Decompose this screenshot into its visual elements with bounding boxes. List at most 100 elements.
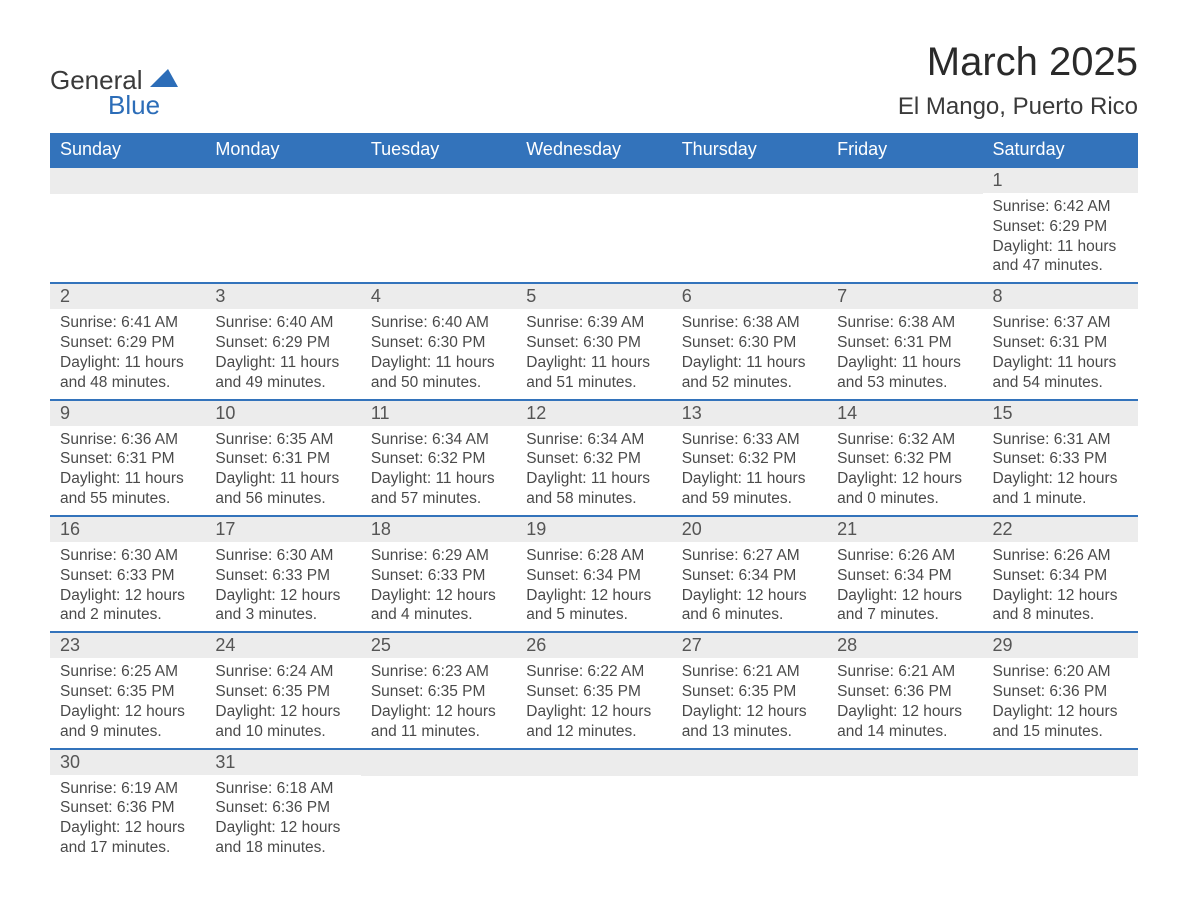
title-block: March 2025 El Mango, Puerto Rico [898, 40, 1138, 121]
sunrise: Sunrise: 6:37 AM [993, 313, 1128, 333]
daylight: Daylight: 11 hours and 55 minutes. [60, 469, 195, 509]
sunrise: Sunrise: 6:29 AM [371, 546, 506, 566]
dayname: Tuesday [361, 133, 516, 168]
day-body [827, 194, 982, 204]
sunset: Sunset: 6:36 PM [60, 798, 195, 818]
day-body: Sunrise: 6:34 AMSunset: 6:32 PMDaylight:… [516, 426, 671, 515]
sunrise: Sunrise: 6:34 AM [526, 430, 661, 450]
day-body [516, 776, 671, 786]
day-number: 4 [361, 284, 516, 309]
day-number: 12 [516, 401, 671, 426]
day-body: Sunrise: 6:21 AMSunset: 6:36 PMDaylight:… [827, 658, 982, 747]
sunrise: Sunrise: 6:34 AM [371, 430, 506, 450]
day-body: Sunrise: 6:30 AMSunset: 6:33 PMDaylight:… [205, 542, 360, 631]
sunrise: Sunrise: 6:30 AM [60, 546, 195, 566]
daylight: Daylight: 12 hours and 15 minutes. [993, 702, 1128, 742]
day-body: Sunrise: 6:33 AMSunset: 6:32 PMDaylight:… [672, 426, 827, 515]
day-body: Sunrise: 6:40 AMSunset: 6:30 PMDaylight:… [361, 309, 516, 398]
calendar-cell: 12Sunrise: 6:34 AMSunset: 6:32 PMDayligh… [516, 400, 671, 516]
daylight: Daylight: 12 hours and 5 minutes. [526, 586, 661, 626]
calendar-cell: 27Sunrise: 6:21 AMSunset: 6:35 PMDayligh… [672, 632, 827, 748]
sunrise: Sunrise: 6:18 AM [215, 779, 350, 799]
day-body [983, 776, 1138, 786]
calendar-cell: 3Sunrise: 6:40 AMSunset: 6:29 PMDaylight… [205, 283, 360, 399]
daylight: Daylight: 12 hours and 0 minutes. [837, 469, 972, 509]
sunset: Sunset: 6:31 PM [837, 333, 972, 353]
sunset: Sunset: 6:33 PM [60, 566, 195, 586]
sunrise: Sunrise: 6:33 AM [682, 430, 817, 450]
day-number: 24 [205, 633, 360, 658]
calendar-cell: 30Sunrise: 6:19 AMSunset: 6:36 PMDayligh… [50, 749, 205, 864]
sunrise: Sunrise: 6:35 AM [215, 430, 350, 450]
sunset: Sunset: 6:31 PM [60, 449, 195, 469]
sunset: Sunset: 6:29 PM [993, 217, 1128, 237]
day-number: 19 [516, 517, 671, 542]
sunset: Sunset: 6:34 PM [682, 566, 817, 586]
day-number: 13 [672, 401, 827, 426]
day-body [205, 194, 360, 204]
day-body: Sunrise: 6:27 AMSunset: 6:34 PMDaylight:… [672, 542, 827, 631]
sunrise: Sunrise: 6:42 AM [993, 197, 1128, 217]
day-number: 23 [50, 633, 205, 658]
day-number: 7 [827, 284, 982, 309]
sunset: Sunset: 6:36 PM [215, 798, 350, 818]
day-number: 20 [672, 517, 827, 542]
day-number [516, 168, 671, 194]
calendar-cell: 15Sunrise: 6:31 AMSunset: 6:33 PMDayligh… [983, 400, 1138, 516]
calendar-cell: 20Sunrise: 6:27 AMSunset: 6:34 PMDayligh… [672, 516, 827, 632]
day-number: 1 [983, 168, 1138, 193]
sunset: Sunset: 6:35 PM [215, 682, 350, 702]
dayname: Monday [205, 133, 360, 168]
calendar-cell [827, 749, 982, 864]
sunset: Sunset: 6:36 PM [837, 682, 972, 702]
sunset: Sunset: 6:32 PM [526, 449, 661, 469]
calendar-cell: 1Sunrise: 6:42 AMSunset: 6:29 PMDaylight… [983, 168, 1138, 283]
day-body: Sunrise: 6:30 AMSunset: 6:33 PMDaylight:… [50, 542, 205, 631]
header: General Blue March 2025 El Mango, Puerto… [50, 40, 1138, 121]
sunrise: Sunrise: 6:38 AM [837, 313, 972, 333]
sunrise: Sunrise: 6:30 AM [215, 546, 350, 566]
day-number: 22 [983, 517, 1138, 542]
sunrise: Sunrise: 6:20 AM [993, 662, 1128, 682]
sunrise: Sunrise: 6:24 AM [215, 662, 350, 682]
calendar-cell: 2Sunrise: 6:41 AMSunset: 6:29 PMDaylight… [50, 283, 205, 399]
sunrise: Sunrise: 6:41 AM [60, 313, 195, 333]
daylight: Daylight: 12 hours and 17 minutes. [60, 818, 195, 858]
calendar-cell [361, 168, 516, 283]
day-body: Sunrise: 6:25 AMSunset: 6:35 PMDaylight:… [50, 658, 205, 747]
day-number: 27 [672, 633, 827, 658]
day-body: Sunrise: 6:35 AMSunset: 6:31 PMDaylight:… [205, 426, 360, 515]
sunset: Sunset: 6:32 PM [371, 449, 506, 469]
sunrise: Sunrise: 6:19 AM [60, 779, 195, 799]
sunrise: Sunrise: 6:26 AM [837, 546, 972, 566]
day-body [827, 776, 982, 786]
day-body: Sunrise: 6:38 AMSunset: 6:30 PMDaylight:… [672, 309, 827, 398]
day-body [361, 776, 516, 786]
day-body: Sunrise: 6:36 AMSunset: 6:31 PMDaylight:… [50, 426, 205, 515]
sunrise: Sunrise: 6:25 AM [60, 662, 195, 682]
day-body: Sunrise: 6:22 AMSunset: 6:35 PMDaylight:… [516, 658, 671, 747]
daylight: Daylight: 12 hours and 12 minutes. [526, 702, 661, 742]
logo-triangle-icon [150, 69, 178, 92]
day-number [672, 168, 827, 194]
sunset: Sunset: 6:30 PM [682, 333, 817, 353]
daylight: Daylight: 12 hours and 11 minutes. [371, 702, 506, 742]
calendar-cell: 31Sunrise: 6:18 AMSunset: 6:36 PMDayligh… [205, 749, 360, 864]
sunset: Sunset: 6:36 PM [993, 682, 1128, 702]
day-number [827, 168, 982, 194]
daylight: Daylight: 11 hours and 48 minutes. [60, 353, 195, 393]
sunset: Sunset: 6:30 PM [526, 333, 661, 353]
day-body: Sunrise: 6:32 AMSunset: 6:32 PMDaylight:… [827, 426, 982, 515]
sunrise: Sunrise: 6:26 AM [993, 546, 1128, 566]
calendar-week: 1Sunrise: 6:42 AMSunset: 6:29 PMDaylight… [50, 168, 1138, 283]
daylight: Daylight: 12 hours and 9 minutes. [60, 702, 195, 742]
day-body: Sunrise: 6:26 AMSunset: 6:34 PMDaylight:… [983, 542, 1138, 631]
day-body: Sunrise: 6:37 AMSunset: 6:31 PMDaylight:… [983, 309, 1138, 398]
sunset: Sunset: 6:32 PM [682, 449, 817, 469]
sunset: Sunset: 6:35 PM [682, 682, 817, 702]
sunset: Sunset: 6:35 PM [526, 682, 661, 702]
day-number [516, 750, 671, 776]
sunrise: Sunrise: 6:38 AM [682, 313, 817, 333]
day-body: Sunrise: 6:40 AMSunset: 6:29 PMDaylight:… [205, 309, 360, 398]
calendar-week: 2Sunrise: 6:41 AMSunset: 6:29 PMDaylight… [50, 283, 1138, 399]
